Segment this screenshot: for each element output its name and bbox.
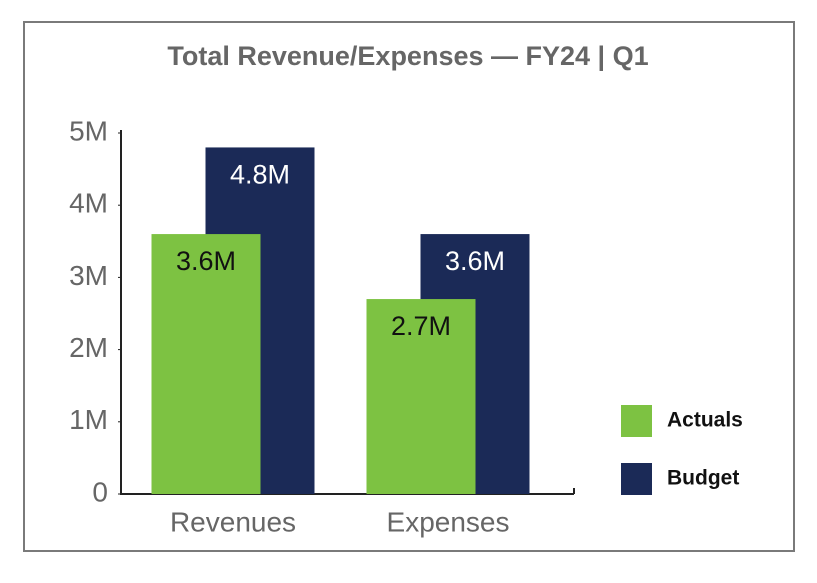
y-tick-label: 5M: [69, 115, 108, 146]
y-tick-label: 0: [92, 476, 108, 507]
y-tick-label: 2M: [69, 332, 108, 363]
legend-label: Actuals: [667, 409, 743, 432]
y-tick-label: 4M: [69, 188, 108, 219]
x-tick-label: Revenues: [170, 506, 296, 537]
legend-label: Budget: [667, 467, 739, 490]
value-label: 4.8M: [230, 160, 290, 190]
chart-title: Total Revenue/Expenses — FY24 | Q1: [167, 41, 648, 71]
legend-swatch: [621, 463, 652, 495]
y-tick-label: 1M: [69, 404, 108, 435]
legend-swatch: [621, 405, 652, 437]
value-label: 2.7M: [391, 311, 451, 341]
value-label: 3.6M: [176, 246, 236, 276]
x-tick-label: Expenses: [387, 506, 510, 537]
bar: [366, 299, 476, 494]
value-label: 3.6M: [445, 246, 505, 276]
y-tick-label: 3M: [69, 260, 108, 291]
bar: [151, 234, 261, 494]
